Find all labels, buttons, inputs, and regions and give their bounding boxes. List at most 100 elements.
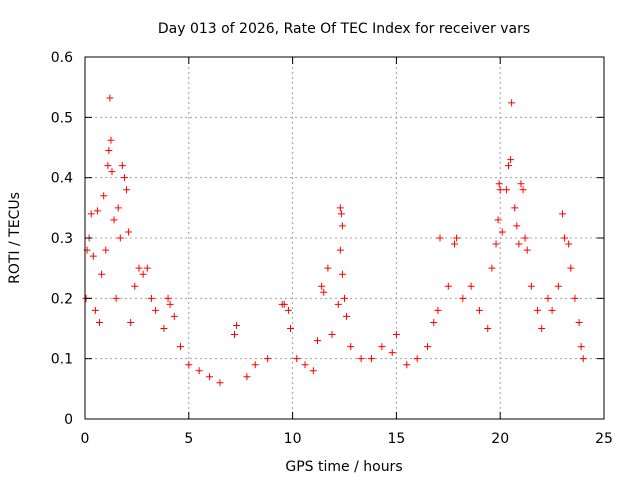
data-point	[558, 210, 566, 218]
data-point	[152, 306, 160, 314]
data-point	[336, 204, 344, 212]
data-point	[492, 240, 500, 248]
data-point	[544, 294, 552, 302]
data-point	[110, 216, 118, 224]
data-point	[505, 162, 513, 170]
data-point	[314, 337, 322, 345]
data-point	[508, 99, 516, 107]
data-point	[357, 355, 365, 363]
data-point	[459, 294, 467, 302]
data-point	[96, 318, 104, 326]
data-point	[318, 282, 326, 290]
data-point	[120, 174, 128, 182]
data-point	[575, 318, 583, 326]
data-point	[301, 361, 309, 369]
data-point	[195, 367, 203, 375]
data-point	[403, 361, 411, 369]
data-point	[114, 204, 122, 212]
data-point	[517, 180, 525, 188]
y-tick-label: 0.1	[51, 352, 73, 368]
data-point	[104, 162, 112, 170]
data-point	[565, 240, 573, 248]
data-point	[116, 234, 124, 242]
data-point	[284, 306, 292, 314]
data-point	[206, 373, 214, 381]
data-point	[105, 147, 113, 155]
y-tick-label: 0.3	[51, 231, 73, 247]
data-point	[484, 325, 492, 332]
data-point	[436, 234, 444, 242]
data-point	[185, 361, 193, 369]
data-point	[554, 282, 562, 290]
y-tick-label: 0	[64, 412, 73, 428]
data-point	[488, 264, 496, 272]
data-point	[135, 264, 143, 272]
y-tick-label: 0.2	[51, 291, 73, 307]
data-point	[243, 373, 251, 381]
data-point	[498, 228, 506, 236]
data-point	[93, 207, 101, 215]
data-point	[496, 186, 504, 194]
data-point	[91, 306, 99, 314]
data-point	[309, 367, 317, 375]
data-point	[166, 300, 174, 308]
data-point	[519, 186, 527, 194]
data-point	[176, 343, 184, 351]
y-axis-label: ROTI / TECUs	[7, 192, 23, 284]
data-point	[216, 379, 224, 387]
y-tick-label: 0.4	[51, 171, 73, 187]
data-point	[502, 186, 510, 194]
data-point	[527, 282, 535, 290]
y-tick-label: 0.5	[51, 110, 73, 126]
data-point	[287, 325, 295, 332]
data-point	[548, 306, 556, 314]
data-point	[139, 270, 147, 278]
data-point	[475, 306, 483, 314]
data-point	[160, 325, 168, 332]
x-tick-label: 5	[184, 431, 193, 447]
data-point	[123, 186, 131, 194]
data-point	[338, 270, 346, 278]
data-point	[367, 355, 375, 363]
x-tick-label: 20	[491, 431, 509, 447]
axis-ticks: 0 5 10 15 20 25 0 0.1 0.2 0.3 0.4 0.5 0.6	[51, 50, 613, 447]
chart-title: Day 013 of 2026, Rate Of TEC Index for r…	[158, 21, 530, 37]
data-point	[338, 222, 346, 230]
data-point	[347, 343, 355, 351]
data-point	[131, 282, 139, 290]
data-point	[453, 234, 461, 242]
x-tick-label: 0	[81, 431, 90, 447]
data-point	[577, 343, 585, 351]
data-point	[264, 355, 272, 363]
data-point	[334, 300, 342, 308]
data-point	[467, 282, 475, 290]
x-tick-label: 25	[595, 431, 613, 447]
data-point	[561, 234, 569, 242]
x-tick-label: 15	[387, 431, 405, 447]
data-point	[100, 192, 108, 200]
data-point	[451, 240, 459, 248]
data-point	[143, 264, 151, 272]
data-point	[230, 331, 238, 339]
data-point	[424, 343, 432, 351]
data-point	[495, 180, 503, 188]
data-point	[521, 234, 529, 242]
data-point	[511, 204, 519, 212]
data-point	[320, 288, 328, 296]
data-point	[233, 321, 241, 329]
data-point	[515, 240, 523, 248]
data-point	[343, 312, 351, 320]
y-tick-label: 0.6	[51, 50, 73, 66]
data-point	[251, 361, 259, 369]
data-point	[507, 156, 515, 164]
data-point	[87, 210, 95, 218]
data-point	[324, 264, 332, 272]
data-point	[336, 246, 344, 254]
data-point	[337, 210, 345, 218]
data-point	[378, 343, 386, 351]
x-tick-label: 10	[284, 431, 302, 447]
data-point	[571, 294, 579, 302]
data-point	[106, 94, 114, 102]
data-point	[567, 264, 575, 272]
